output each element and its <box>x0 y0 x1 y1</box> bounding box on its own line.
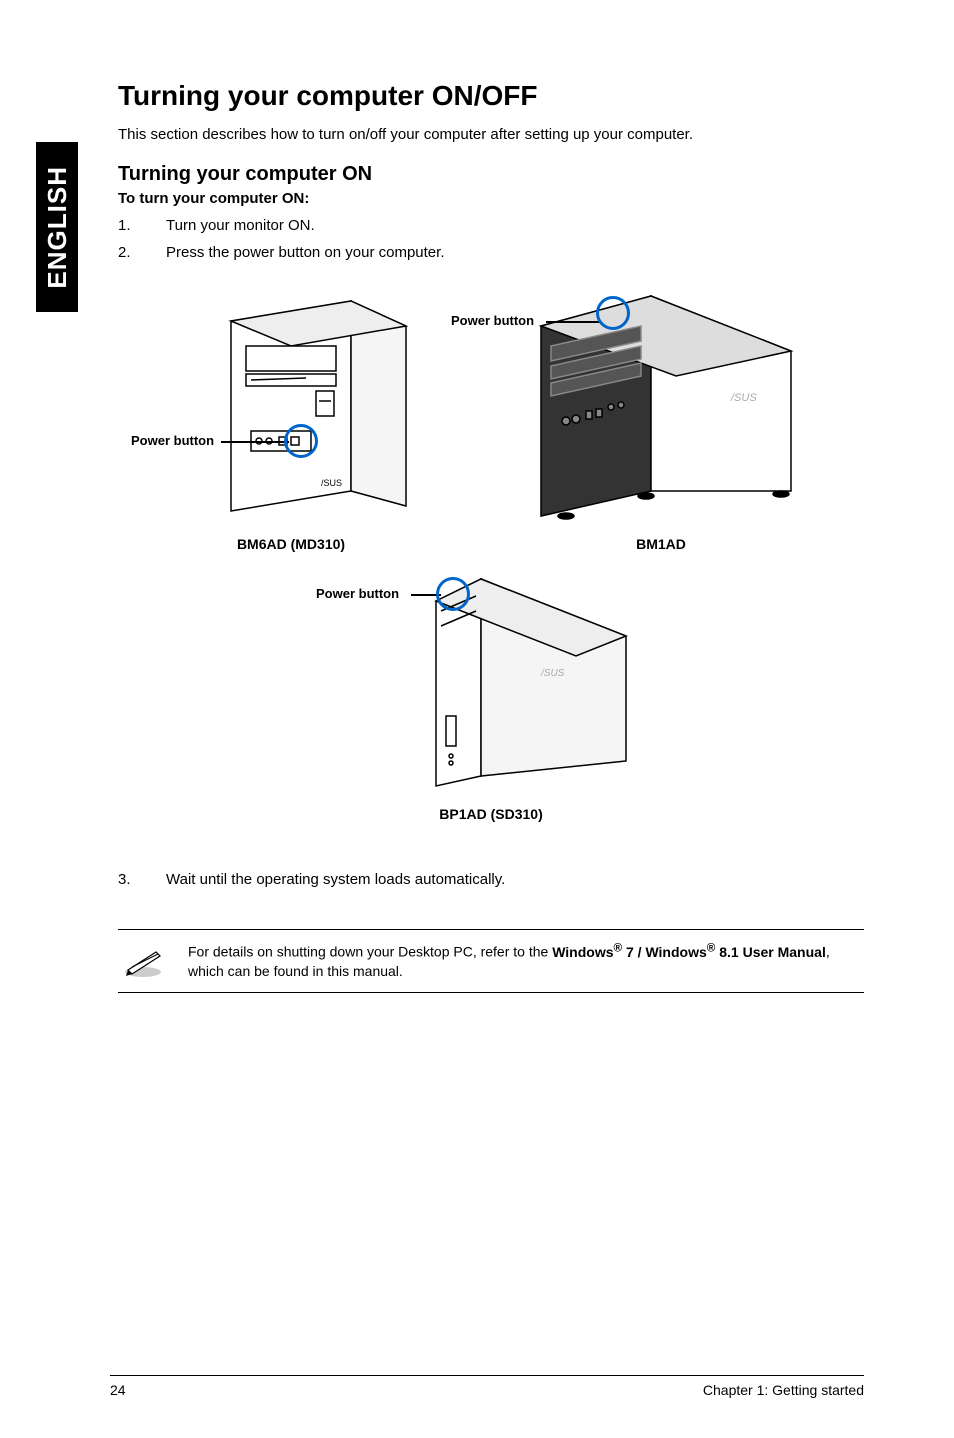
figure-bp1ad: /SUS Power button BP1AD (SD310) <box>321 571 661 831</box>
caption-2: BM1AD <box>491 536 831 552</box>
page-footer: 24 Chapter 1: Getting started <box>110 1375 864 1398</box>
svg-text:/SUS: /SUS <box>321 478 342 488</box>
note-icon <box>118 940 168 980</box>
caption-3: BP1AD (SD310) <box>321 806 661 822</box>
note-text: For details on shutting down your Deskto… <box>188 940 864 982</box>
step-1-text: Turn your monitor ON. <box>166 217 315 234</box>
svg-text:/SUS: /SUS <box>730 392 757 404</box>
page-title: Turning your computer ON/OFF <box>118 80 864 112</box>
note-box: For details on shutting down your Deskto… <box>118 929 864 993</box>
svg-text:/SUS: /SUS <box>540 668 565 679</box>
section-heading: Turning your computer ON <box>118 163 864 186</box>
pb-label-2: Power button <box>451 313 534 328</box>
sub-heading: To turn your computer ON: <box>118 190 864 207</box>
caption-1: BM6AD (MD310) <box>151 536 431 552</box>
step-3-text: Wait until the operating system loads au… <box>166 871 505 888</box>
step-3: 3.Wait until the operating system loads … <box>118 871 864 889</box>
step-2: 2.Press the power button on your compute… <box>118 244 864 261</box>
page-number: 24 <box>110 1382 126 1398</box>
figure-bm1ad: /SUS Power button BM1AD <box>491 291 831 551</box>
step-1: 1.Turn your monitor ON. <box>118 217 864 234</box>
language-tab-text: ENGLISH <box>42 166 73 289</box>
chapter-label: Chapter 1: Getting started <box>703 1382 864 1398</box>
language-tab: ENGLISH <box>36 142 78 312</box>
pb-label-3: Power button <box>316 586 399 601</box>
step-2-text: Press the power button on your computer. <box>166 244 445 261</box>
intro-text: This section describes how to turn on/of… <box>118 126 864 143</box>
figure-bm6ad: /SUS Power button BM6AD (MD310) <box>151 291 431 551</box>
pb-label-1: Power button <box>131 433 214 448</box>
